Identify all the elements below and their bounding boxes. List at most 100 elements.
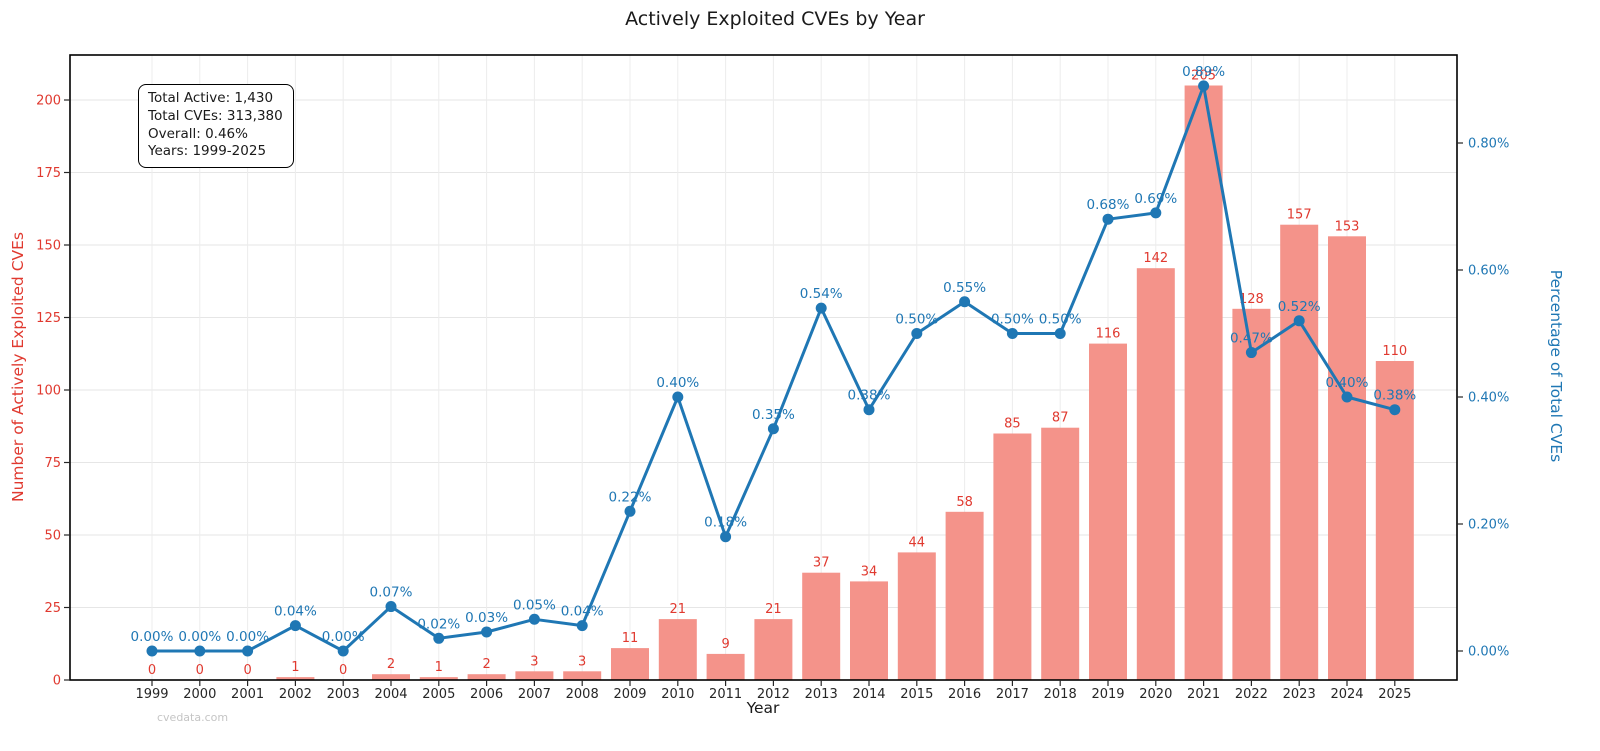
bar-value-label-2009: 11 xyxy=(622,631,639,646)
pct-label-2008: 0.04% xyxy=(561,604,604,620)
line-point-2006 xyxy=(481,626,493,638)
left-tick-label: 25 xyxy=(44,601,61,616)
x-tick-label-2021: 2021 xyxy=(1187,687,1220,702)
x-tick-label-2002: 2002 xyxy=(279,687,312,702)
x-tick-label-2007: 2007 xyxy=(518,687,551,702)
bar-2013 xyxy=(802,572,841,680)
bar-2011 xyxy=(706,653,745,680)
x-tick-label-1999: 1999 xyxy=(135,687,168,702)
pct-label-2017: 0.50% xyxy=(991,312,1034,328)
bar-value-label-2018: 87 xyxy=(1052,411,1069,426)
line-point-2012 xyxy=(767,423,779,435)
left-tick-label: 100 xyxy=(36,384,61,399)
x-tick-label-2003: 2003 xyxy=(327,687,360,702)
pct-label-1999: 0.00% xyxy=(131,629,174,645)
x-tick-label-2017: 2017 xyxy=(996,687,1029,702)
bar-2002 xyxy=(276,677,315,680)
pct-label-2025: 0.38% xyxy=(1373,388,1416,404)
right-tick-label: 0.00% xyxy=(1468,645,1509,660)
line-point-2007 xyxy=(528,613,540,625)
x-tick-label-2006: 2006 xyxy=(470,687,503,702)
bar-value-label-2021: 205 xyxy=(1191,69,1216,84)
bar-2017 xyxy=(993,433,1032,680)
pct-label-2006: 0.03% xyxy=(465,610,508,626)
left-axis-title: Number of Actively Exploited CVEs xyxy=(9,232,27,502)
line-point-2008 xyxy=(576,620,588,632)
left-tick-label: 75 xyxy=(44,456,61,471)
x-tick-label-2000: 2000 xyxy=(183,687,216,702)
pct-label-2023: 0.52% xyxy=(1278,299,1321,315)
left-tick-label: 50 xyxy=(44,529,61,544)
x-axis-title: Year xyxy=(746,699,780,717)
line-point-1999 xyxy=(146,645,158,657)
line-point-2020 xyxy=(1150,207,1162,219)
line-point-2002 xyxy=(289,620,301,632)
line-point-2010 xyxy=(672,391,684,403)
line-point-2017 xyxy=(1006,328,1018,339)
pct-label-2016: 0.55% xyxy=(943,280,986,296)
left-tick-label: 0 xyxy=(53,674,61,689)
bar-2016 xyxy=(945,511,984,680)
line-point-2021 xyxy=(1198,80,1210,92)
line-point-2011 xyxy=(720,531,732,543)
bar-value-label-2002: 1 xyxy=(291,660,299,675)
bar-value-label-2000: 0 xyxy=(196,663,204,678)
x-tick-label-2011: 2011 xyxy=(709,687,742,702)
bar-2007 xyxy=(515,671,554,680)
bar-2019 xyxy=(1089,343,1127,680)
pct-label-2005: 0.02% xyxy=(417,616,460,632)
left-tick-label: 200 xyxy=(36,94,61,109)
pct-label-2007: 0.05% xyxy=(513,597,556,613)
right-tick-label: 0.60% xyxy=(1468,264,1509,279)
stats-line-total-cves: Total CVEs: 313,380 xyxy=(148,107,283,124)
x-tick-label-2010: 2010 xyxy=(661,687,694,702)
right-tick-label: 0.80% xyxy=(1468,137,1509,152)
bar-value-label-2025: 110 xyxy=(1382,344,1407,359)
plot-border xyxy=(69,54,1458,681)
bar-value-label-2022: 128 xyxy=(1239,292,1264,307)
line-point-2000 xyxy=(194,645,206,657)
pct-label-2013: 0.54% xyxy=(800,286,843,302)
bar-2020 xyxy=(1136,268,1175,680)
pct-label-2009: 0.22% xyxy=(609,489,652,505)
pct-label-2021: 0.89% xyxy=(1182,64,1225,80)
x-tick-label-2020: 2020 xyxy=(1139,687,1172,702)
pct-label-2015: 0.50% xyxy=(895,312,938,328)
pct-label-2004: 0.07% xyxy=(370,585,413,601)
pct-label-2012: 0.35% xyxy=(752,407,795,423)
x-tick-label-2018: 2018 xyxy=(1044,687,1077,702)
bar-2009 xyxy=(611,648,649,680)
bar-2015 xyxy=(897,552,936,680)
right-axis-title: Percentage of Total CVEs xyxy=(1547,270,1565,462)
bar-value-label-1999: 0 xyxy=(148,663,156,678)
pct-label-2011: 0.18% xyxy=(704,515,747,531)
x-tick-label-2015: 2015 xyxy=(900,687,933,702)
line-point-2015 xyxy=(911,328,923,339)
bar-value-label-2024: 153 xyxy=(1335,219,1360,234)
right-tick-label: 0.40% xyxy=(1468,391,1509,406)
watermark: cvedata.com xyxy=(157,711,228,724)
bar-2008 xyxy=(563,671,602,680)
x-tick-label-2019: 2019 xyxy=(1091,687,1124,702)
pct-label-2001: 0.00% xyxy=(226,629,269,645)
bar-value-label-2019: 116 xyxy=(1096,327,1121,342)
x-tick-label-2014: 2014 xyxy=(852,687,885,702)
bar-value-label-2008: 3 xyxy=(578,654,586,669)
x-tick-label-2004: 2004 xyxy=(374,687,407,702)
stats-line-years: Years: 1999-2025 xyxy=(148,143,267,160)
bar-value-label-2010: 21 xyxy=(670,602,687,617)
bar-2023 xyxy=(1280,224,1319,680)
bar-2006 xyxy=(467,674,506,680)
bar-value-label-2004: 2 xyxy=(387,657,395,672)
left-tick-label: 150 xyxy=(36,239,61,254)
x-tick-label-2022: 2022 xyxy=(1235,687,1268,702)
pct-label-2010: 0.40% xyxy=(656,375,699,391)
pct-label-2019: 0.68% xyxy=(1087,197,1130,213)
bar-value-label-2023: 157 xyxy=(1287,208,1312,223)
pct-label-2024: 0.40% xyxy=(1326,375,1369,391)
right-tick-label: 0.20% xyxy=(1468,518,1509,533)
x-tick-label-2001: 2001 xyxy=(231,687,264,702)
pct-label-2003: 0.00% xyxy=(322,629,365,645)
